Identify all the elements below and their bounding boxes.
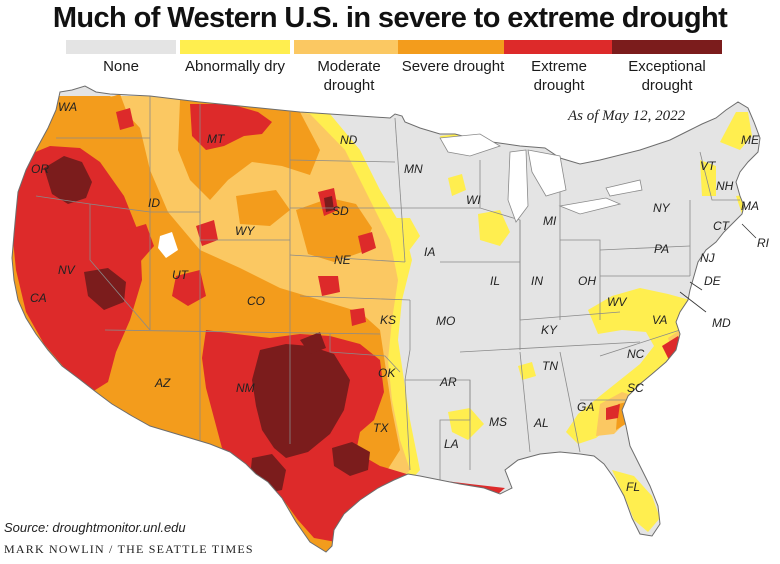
state-label-nj: NJ: [700, 251, 716, 265]
state-label-mn: MN: [404, 162, 423, 176]
state-label-md: MD: [712, 316, 731, 330]
state-label-al: AL: [533, 416, 549, 430]
state-label-de: DE: [704, 274, 722, 288]
legend-label-extreme-drought: Extreme drought: [531, 58, 587, 94]
state-labels: WA OR CA NV ID MT WY UT CO AZ NM ND SD N…: [30, 100, 770, 494]
state-label-oh: OH: [578, 274, 596, 288]
state-label-ca: CA: [30, 291, 47, 305]
state-label-ky: KY: [541, 323, 558, 337]
state-label-az: AZ: [154, 376, 171, 390]
state-label-ny: NY: [653, 201, 671, 215]
state-label-la: LA: [444, 437, 459, 451]
great-lakes: [439, 133, 643, 223]
state-label-ar: AR: [439, 375, 457, 389]
legend-swatch-none: [66, 40, 176, 54]
legend-label-severe-drought: Severe drought: [401, 58, 505, 75]
state-label-nh: NH: [716, 179, 734, 193]
state-label-ms: MS: [489, 415, 507, 429]
legend-swatch-severe-drought: [398, 40, 508, 54]
great-salt-lake: [158, 232, 178, 258]
state-label-ct: CT: [713, 219, 731, 233]
state-borders: [35, 96, 740, 480]
credit-line: MARK NOWLIN / THE SEATTLE TIMES: [4, 542, 254, 556]
state-label-in: IN: [531, 274, 543, 288]
legend-label-exceptional-drought: Exceptional drought: [628, 58, 706, 94]
state-label-ut: UT: [172, 268, 190, 282]
state-label-ok: OK: [378, 366, 396, 380]
state-label-il: IL: [490, 274, 500, 288]
legend-item-exceptional-drought: Exceptional drought: [612, 40, 722, 95]
state-label-wi: WI: [466, 193, 481, 207]
state-label-mi: MI: [543, 214, 557, 228]
state-label-nc: NC: [627, 347, 645, 361]
state-label-sd: SD: [332, 204, 349, 218]
state-label-vt: VT: [700, 159, 717, 173]
state-label-ma: MA: [741, 199, 759, 213]
state-label-wy: WY: [235, 224, 255, 238]
state-label-ks: KS: [380, 313, 396, 327]
state-label-or: OR: [31, 162, 49, 176]
state-label-va: VA: [652, 313, 667, 327]
state-label-nv: NV: [58, 263, 76, 277]
state-label-co: CO: [247, 294, 265, 308]
state-label-wa: WA: [58, 100, 77, 114]
source-note: Source: droughtmonitor.unl.edu: [4, 520, 186, 535]
legend-item-extreme-drought: Extreme drought: [504, 40, 614, 95]
state-label-id: ID: [148, 196, 160, 210]
legend-item-severe-drought: Severe drought: [398, 40, 508, 76]
state-label-ri: RI: [757, 236, 770, 250]
state-label-ia: IA: [424, 245, 435, 259]
state-label-me: ME: [741, 133, 760, 147]
leader-lines: [679, 223, 757, 313]
state-label-tx: TX: [373, 421, 389, 435]
map-title: Much of Western U.S. in severe to extrem…: [52, 2, 728, 34]
legend-item-none: None: [66, 40, 176, 76]
state-label-ga: GA: [577, 400, 594, 414]
state-label-wv: WV: [607, 295, 627, 309]
legend-label-moderate-drought: Moderate drought: [317, 58, 381, 94]
state-label-fl: FL: [626, 480, 640, 494]
legend-item-moderate-drought: Moderate drought: [294, 40, 404, 95]
state-label-ne: NE: [334, 253, 352, 267]
as-of-date: As of May 12, 2022: [568, 108, 686, 124]
legend-swatch-extreme-drought: [504, 40, 614, 54]
state-label-nd: ND: [340, 133, 358, 147]
legend-item-abnormally-dry: Abnormally dry: [180, 40, 290, 76]
legend-label-abnormally-dry: Abnormally dry: [184, 58, 286, 75]
legend-label-none: None: [103, 58, 139, 75]
legend-swatch-exceptional-drought: [612, 40, 722, 54]
state-label-mo: MO: [436, 314, 455, 328]
state-label-tn: TN: [542, 359, 558, 373]
state-label-sc: SC: [627, 381, 644, 395]
legend-swatch-abnormally-dry: [180, 40, 290, 54]
state-label-nm: NM: [236, 381, 255, 395]
legend-swatch-moderate-drought: [294, 40, 404, 54]
state-label-mt: MT: [207, 132, 226, 146]
state-label-pa: PA: [654, 242, 669, 256]
